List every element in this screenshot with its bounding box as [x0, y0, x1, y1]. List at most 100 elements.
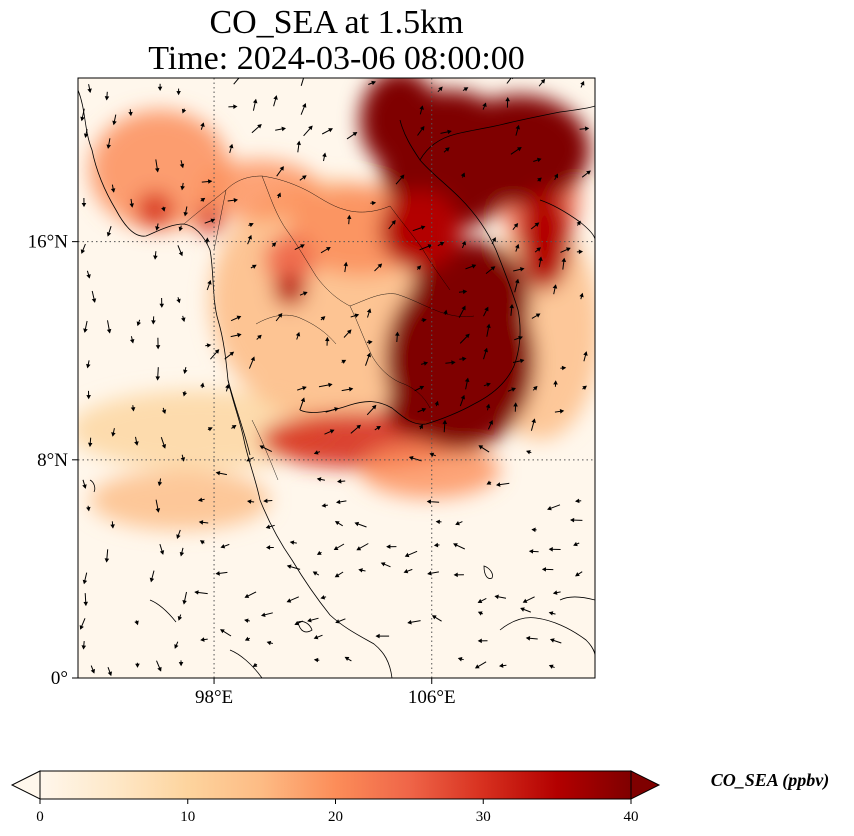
- wind-arrow-head: [178, 251, 183, 257]
- wind-arrow-head: [536, 247, 542, 252]
- wind-arrow-head: [225, 384, 230, 389]
- wind-arrow-head: [356, 424, 362, 430]
- wind-arrow-head: [328, 128, 333, 133]
- wind-arrow-head: [471, 264, 477, 269]
- coastlines: [78, 89, 595, 678]
- wind-arrow-head: [220, 544, 226, 549]
- wind-arrow-head: [531, 418, 536, 423]
- wind-arrow-head: [161, 409, 167, 414]
- wind-arrow-head: [265, 545, 271, 550]
- map-title: CO_SEA at 1.5km: [209, 4, 464, 41]
- wind-arrow-head: [316, 550, 322, 555]
- wind-arrow-head: [296, 140, 301, 146]
- wind-arrow-head: [399, 174, 405, 180]
- wind-arrow-head: [250, 356, 255, 362]
- wind-arrow-head: [179, 551, 185, 557]
- wind-arrow-head: [561, 365, 567, 371]
- wind-arrow-head: [81, 645, 87, 650]
- wind-arrow-head: [375, 633, 380, 639]
- wind-arrow-head: [371, 80, 376, 86]
- wind-arrow-head: [335, 619, 340, 624]
- wind-arrow-head: [465, 333, 470, 339]
- wind-arrow-head: [346, 214, 352, 220]
- wind-arrow-head: [300, 244, 305, 249]
- wind-arrow-head: [427, 570, 432, 576]
- wind-arrow-head: [439, 241, 445, 246]
- wind-arrow-head: [106, 144, 112, 149]
- wind-arrow-head: [326, 246, 331, 252]
- wind-arrow-head: [83, 328, 88, 333]
- wind-arrow-head: [386, 544, 391, 549]
- wind-arrow-head: [129, 203, 134, 208]
- wind-arrow-head: [528, 549, 534, 554]
- wind-arrow-head: [207, 179, 213, 184]
- wind-arrow-head: [453, 543, 458, 548]
- wind-arrow-head: [391, 219, 396, 225]
- wind-arrow-head: [233, 198, 239, 203]
- colorbar-tick-label-0: 0: [36, 809, 44, 825]
- wind-arrow-head: [579, 292, 584, 298]
- wind-arrow-head: [511, 387, 516, 392]
- wind-arrow-head: [182, 600, 187, 605]
- gridlines: [78, 78, 595, 678]
- wind-arrow-head: [570, 517, 575, 523]
- wind-arrow-head: [178, 661, 184, 667]
- wind-arrow-head: [573, 541, 578, 547]
- wind-arrow-head: [334, 521, 340, 526]
- wind-arrow-head: [249, 222, 254, 228]
- wind-arrow-head: [161, 444, 167, 449]
- wind-arrow-head: [434, 400, 439, 406]
- wind-arrow-head: [302, 291, 308, 296]
- wind-arrow-head: [486, 382, 491, 387]
- wind-arrow-head: [277, 312, 283, 318]
- wind-arrow-head: [486, 480, 492, 485]
- wind-arrow-head: [83, 133, 89, 139]
- wind-arrow-head: [554, 173, 558, 179]
- wind-arrow-head: [302, 175, 307, 180]
- wind-arrow-head: [174, 644, 179, 649]
- wind-arrow-head: [178, 226, 183, 232]
- wind-arrow-head: [525, 636, 531, 641]
- wind-arrow-head: [207, 427, 213, 432]
- wind-arrow-head: [219, 629, 225, 634]
- wind-arrow-head: [403, 569, 409, 574]
- wind-arrow-head: [257, 334, 262, 340]
- wind-arrow-head: [155, 376, 161, 381]
- wind-arrow-head: [416, 265, 422, 270]
- wind-arrow-head: [244, 593, 250, 598]
- wind-arrow-head: [159, 303, 165, 308]
- wind-arrow-head: [419, 385, 425, 390]
- wind-arrow-head: [252, 662, 258, 667]
- wind-arrow-head: [477, 598, 483, 604]
- wind-arrow-head: [276, 192, 281, 198]
- wind-arrow-head: [155, 345, 161, 350]
- wind-arrow-head: [214, 349, 220, 354]
- wind-arrow-head: [515, 243, 520, 249]
- wind-arrow-head: [136, 321, 141, 327]
- wind-arrow-head: [404, 552, 410, 558]
- wind-arrow-head: [244, 618, 249, 623]
- colorbar-extend-max: [630, 770, 661, 800]
- wind-arrow-head: [354, 313, 360, 318]
- wind-arrow-head: [200, 382, 205, 388]
- wind-arrow-head: [289, 540, 295, 545]
- wind-arrow-head: [107, 671, 113, 677]
- wind-arrow-head: [244, 636, 250, 641]
- wind-arrow-head: [565, 247, 571, 252]
- wind-arrow-head: [376, 425, 381, 431]
- wind-arrow-head: [559, 409, 565, 414]
- wind-arrow-head: [207, 280, 212, 285]
- wind-arrow-head: [478, 445, 484, 450]
- map-panel: 98°E 106°E 0° 8°N 16°N: [28, 77, 596, 708]
- wind-arrow-head: [354, 521, 360, 527]
- wind-arrow-head: [257, 123, 262, 129]
- wind-arrow-head: [325, 336, 330, 342]
- wind-arrow-head: [371, 200, 377, 206]
- wind-arrow-head: [583, 351, 588, 356]
- wind-arrow-head: [348, 386, 354, 392]
- wind-arrow-head: [460, 172, 466, 178]
- wind-arrow-head: [247, 234, 252, 240]
- wind-arrow-head: [453, 572, 458, 578]
- wind-arrow-head: [477, 611, 483, 616]
- wind-arrow-head: [486, 323, 491, 329]
